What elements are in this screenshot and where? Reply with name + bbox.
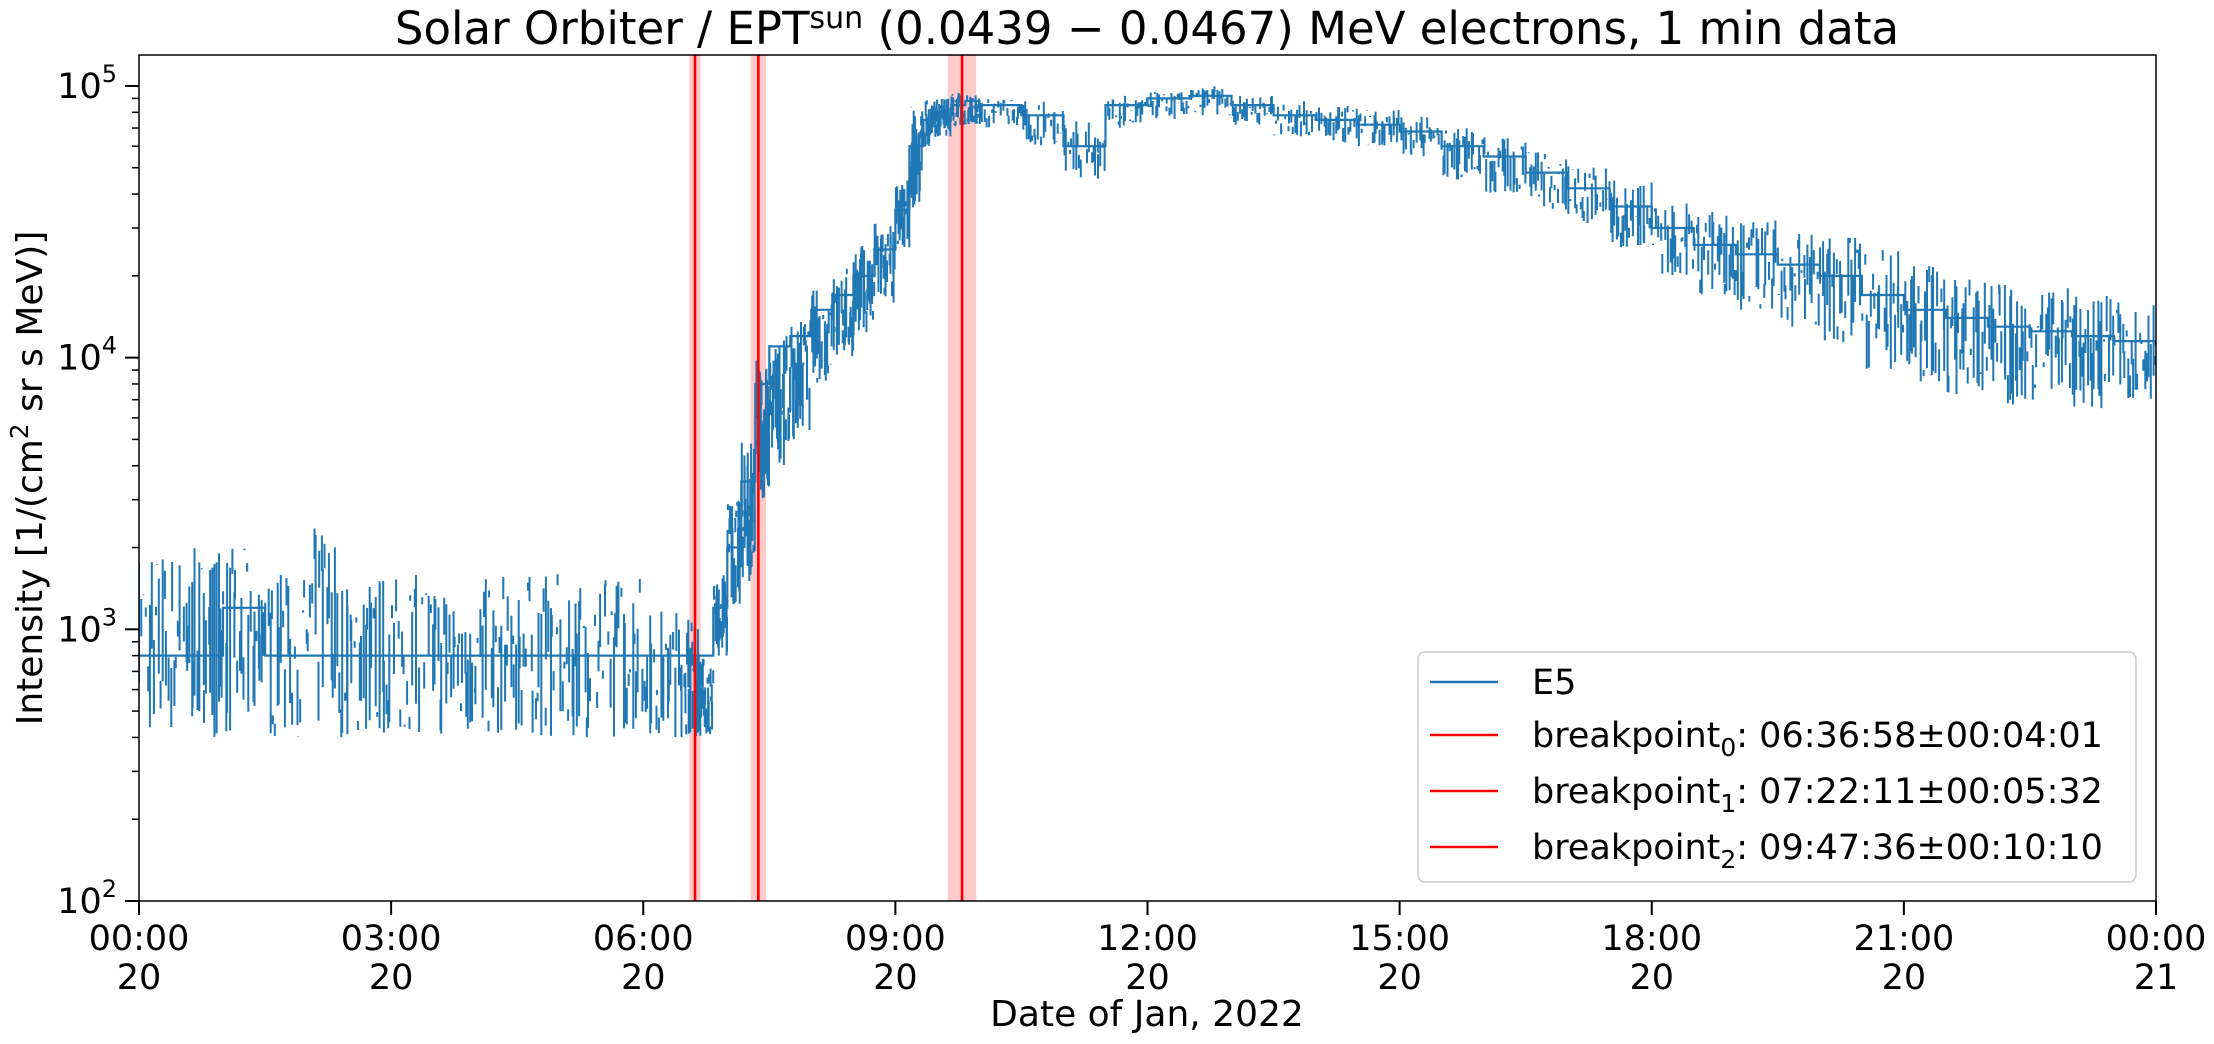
series-e5-spikes-52 [1861,250,1905,369]
series-e5-spikes-31 [978,99,1021,128]
series-e5-spikes-40 [1357,110,1400,147]
series-e5-spikes-43 [1483,137,1527,193]
x-tick-label-time-2: 06:00 [593,919,694,959]
y-tick-label-3: 105 [57,60,117,107]
series-e5-spikes-48 [1693,212,1736,295]
series-e5-spikes-36 [1190,86,1232,116]
x-tick-label-day-4: 20 [1125,958,1170,998]
series-e5-spikes-55 [1988,284,2031,405]
y-axis-label: Intensity [1/(cm2 sr s MeV)] [5,231,51,726]
series-e5-spikes-38 [1273,101,1315,137]
x-tick-label-time-5: 15:00 [1349,919,1450,959]
legend-label-breakpoint-2: breakpoint2: 09:47:36±00:10:10 [1532,828,2103,874]
x-tick-label-day-7: 20 [1882,958,1927,998]
series-e5-spikes-0 [139,559,181,728]
series-e5-spikes-56 [2030,288,2072,400]
x-tick-label-day-2: 20 [621,958,666,998]
series-e5-spikes-33 [1063,121,1106,179]
series-e5-spikes-37 [1231,96,1273,125]
series-e5-spikes-50 [1777,234,1820,327]
series-e5-spikes-6 [391,575,435,732]
series-e5-spikes-8 [474,577,518,733]
legend-box [1417,651,2137,883]
series-e5-spikes-24 [873,223,896,303]
series-e5-spikes-27 [922,99,939,147]
series-e5-spikes-1 [181,548,223,737]
series-e5-spikes-25 [894,180,911,248]
x-axis-label: Date of Jan, 2022 [990,994,1304,1035]
breakpoint-lines [693,55,964,901]
series-e5-spikes-4 [306,528,349,738]
x-tick-label-day-5: 20 [1377,958,1422,998]
series-e5-spikes-22 [831,268,855,357]
series-e5-spikes-53 [1904,266,1946,382]
y-tick-label-2: 104 [57,332,117,379]
series-e5-spikes-28 [936,98,952,137]
series-e5-spikes-17 [740,442,756,581]
chart-title: Solar Orbiter / EPTsun (0.0439 − 0.0467)… [395,1,1899,55]
x-tick-label-time-7: 21:00 [1853,919,1954,959]
y-tick-label-0: 102 [57,875,117,922]
x-tick-label-time-0: 00:00 [89,919,190,959]
series-e5-spikes-47 [1652,203,1694,276]
legend: E5 breakpoint0: 06:36:58±00:04:01 breakp… [1417,651,2137,883]
series-e5-spikes-44 [1525,152,1568,210]
series-e5-fluctuations [139,86,2156,738]
series-e5-spikes-46 [1610,180,1653,248]
series-e5-spikes-2 [222,548,265,732]
legend-label-breakpoint-0: breakpoint0: 06:36:58±00:04:01 [1532,716,2103,762]
series-e5-spikes-19 [769,336,792,465]
series-e5-spikes-10 [559,588,602,738]
series-e5-spikes-15 [712,575,728,656]
x-tick-label-day-6: 20 [1629,958,1674,998]
x-tick-label-time-3: 09:00 [845,919,946,959]
x-tick-label-day-1: 20 [369,958,414,998]
x-tick-label-day-8: 21 [2134,958,2179,998]
series-e5-spikes-58 [2113,302,2156,399]
series-e5-spikes-41 [1400,116,1443,157]
series-e5-spikes-7 [433,596,476,734]
series-e5-spikes-14 [698,658,715,736]
series-e5-spikes-35 [1147,92,1190,119]
legend-label-e5: E5 [1532,663,1576,703]
series-e5-spikes-49 [1735,220,1779,310]
series-e5-spikes-57 [2071,296,2115,409]
series-e5-spikes-42 [1442,128,1484,180]
series-e5-spikes-51 [1819,237,1861,343]
series-e5-spikes-11 [601,578,644,737]
series-e5-spikes-26 [908,106,924,209]
series-line-e5 [139,94,2156,657]
x-axis-ticks: 00:002003:002006:002009:002012:002015:00… [89,901,2207,998]
y-tick-label-1: 103 [57,603,117,650]
series-e5-spikes-45 [1567,166,1611,223]
series-e5-spikes-5 [349,581,391,733]
series-e5-spikes-54 [1946,279,1988,395]
series-e5-spikes-21 [811,290,833,383]
y-axis-ticks: 102 103 104 105 [57,60,139,922]
series-e5-spikes-32 [1022,101,1064,146]
series-e5-spikes-30 [964,95,980,125]
series-e5-spikes-16 [726,500,743,605]
x-tick-label-day-3: 20 [873,958,918,998]
series-e5-spikes-12 [643,611,686,738]
x-tick-label-time-1: 03:00 [341,919,442,959]
series-e5-spikes-34 [1104,95,1148,128]
breakpoint-uncertainty-bands [689,55,977,901]
series-e5-spikes-23 [852,246,876,336]
legend-label-breakpoint-1: breakpoint1: 07:22:11±00:05:32 [1532,772,2103,818]
x-tick-label-time-8: 00:00 [2106,919,2207,959]
x-tick-label-time-4: 12:00 [1097,919,1198,959]
series-e5-spikes-20 [789,320,812,440]
series-e5-spikes-39 [1315,106,1358,143]
x-tick-label-day-0: 20 [117,958,162,998]
series-e5-spikes-9 [517,574,559,736]
x-tick-label-time-6: 18:00 [1601,919,1702,959]
